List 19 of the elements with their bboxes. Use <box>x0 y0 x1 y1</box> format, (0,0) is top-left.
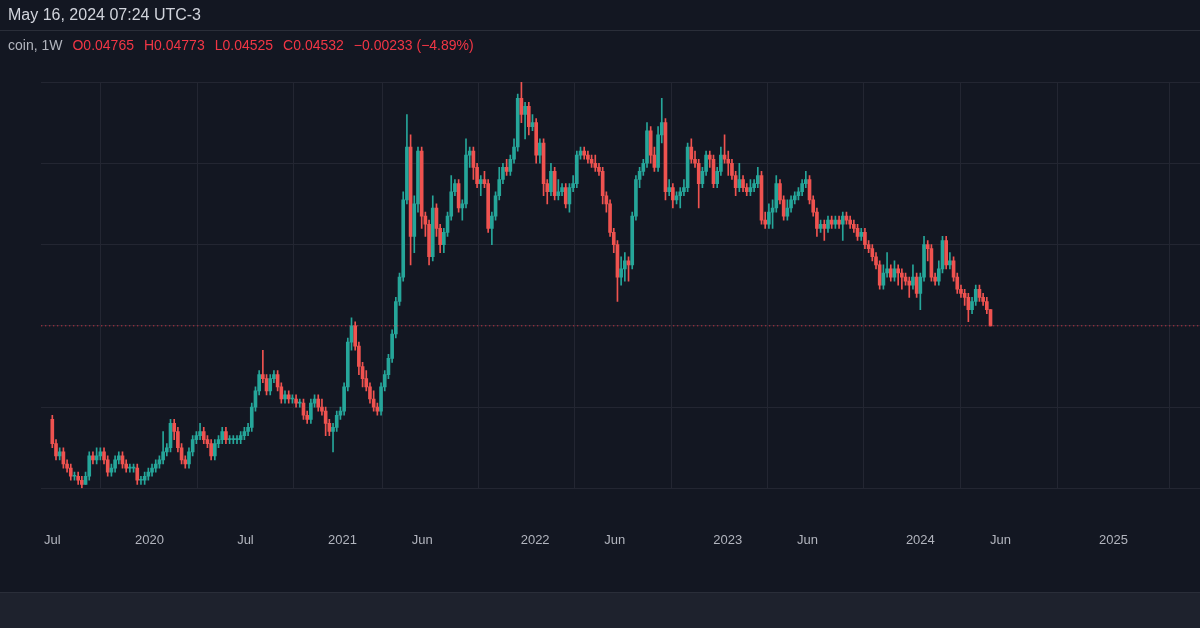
x-tick-label: 2020 <box>134 531 164 547</box>
x-tick-label: 2025 <box>1099 531 1128 547</box>
x-tick-label: 2021 <box>328 531 357 547</box>
text: −0.00233 (−4.89%) <box>353 37 474 53</box>
x-tick-label: Jul <box>237 531 254 547</box>
x-tick-label: Jun <box>990 531 1012 547</box>
text: O0.04765 <box>72 37 134 53</box>
x-tick-label: 2024 <box>905 531 935 547</box>
x-tick-label: Jun <box>604 531 626 547</box>
x-tick-label: Jun <box>796 531 818 547</box>
x-tick-label: Jul <box>44 531 61 547</box>
x-tick-label: 2022 <box>520 531 550 547</box>
x-tick-label: 2023 <box>713 531 743 547</box>
chart-subtitle: coin, 1W <box>8 37 63 53</box>
text: L0.04525 <box>214 37 274 53</box>
text: C0.04532 <box>283 37 344 53</box>
x-tick-label: Jun <box>411 531 433 547</box>
chart-title: May 16, 2024 07:24 UTC-3 <box>8 6 201 24</box>
text: H0.04773 <box>143 37 205 53</box>
